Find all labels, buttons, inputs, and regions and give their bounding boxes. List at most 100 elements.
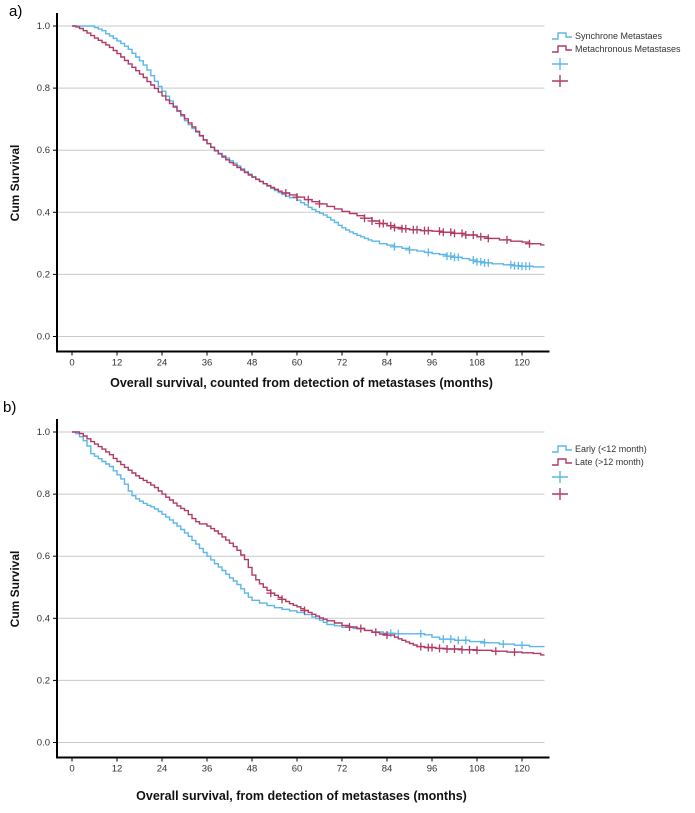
censor-mark (525, 239, 534, 248)
legend-entry: Metachronous Metastases (551, 42, 681, 55)
censor-mark (483, 258, 493, 267)
legend-entry: Synchrone Metastaes (551, 29, 681, 42)
censor-plus-glyph (552, 74, 568, 87)
censor-mark (390, 242, 399, 251)
x-tick-label: 120 (514, 764, 530, 775)
survival-chart-b: 0.0 0.2 0.4 0.6 0.8 1.0 0 12 24 36 48 60 72 84 96 108 12… (37, 419, 550, 775)
censor-mark (405, 245, 414, 254)
censor-mark (446, 228, 456, 237)
censor-mark (393, 629, 403, 638)
censor-mark (390, 223, 399, 232)
censor-mark (476, 257, 486, 266)
x-tick-label: 36 (202, 764, 213, 775)
censor-mark (491, 647, 501, 656)
x-tick-label: 60 (292, 764, 303, 775)
censor-mark (292, 193, 302, 202)
x-axis-title-a: Overall survival, counted from detection… (110, 376, 493, 390)
censor-mark (300, 606, 309, 615)
legend-label: Metachronous Metastases (575, 43, 681, 54)
panel-a: 0.0 0.2 0.4 0.6 0.8 1.0 0 12 24 36 48 60 72 84 96 108 12… (0, 0, 695, 406)
x-tick-label: 48 (247, 764, 258, 775)
legend-label: Late (>12 month) (575, 456, 644, 467)
censor-mark (525, 262, 534, 271)
legend-label: Early (<12 month) (575, 443, 647, 454)
x-axis-title-b: Overall survival, from detection of meta… (136, 789, 467, 803)
x-tick-label: 0 (69, 358, 74, 369)
censor-mark (506, 260, 516, 269)
censor-mark (472, 646, 482, 655)
censor-mark (356, 624, 366, 633)
censor-plus-glyph (552, 470, 568, 483)
censor-mark (423, 248, 433, 257)
x-tick-label: 24 (157, 764, 168, 775)
km-curve (72, 25, 545, 268)
legend-censor-entry (551, 485, 647, 502)
panel-a-label: a) (9, 3, 23, 20)
censor-plus-glyph (552, 57, 568, 70)
legend-entry: Late (>12 month) (551, 455, 647, 468)
censor-mark (401, 224, 411, 233)
y-tick-label: 0.4 (37, 207, 50, 218)
x-tick-label: 0 (69, 764, 74, 775)
step-line-glyph (552, 444, 572, 453)
censor-mark (502, 235, 512, 244)
censor-mark (457, 229, 467, 238)
censor-mark (453, 253, 463, 262)
x-tick-label: 108 (469, 358, 485, 369)
y-tick-label: 0.0 (37, 332, 50, 343)
x-tick-label: 24 (157, 358, 168, 369)
legend-entry: Early (<12 month) (551, 442, 647, 455)
x-tick-label: 120 (514, 358, 530, 369)
y-tick-label: 0.2 (37, 269, 50, 280)
x-tick-label: 96 (427, 358, 438, 369)
censor-mark (468, 256, 478, 265)
censor-mark (517, 641, 527, 650)
y-tick-label: 1.0 (37, 21, 50, 32)
censor-mark (446, 252, 456, 261)
censor-mark (510, 648, 519, 657)
survival-chart-a: 0.0 0.2 0.4 0.6 0.8 1.0 0 12 24 36 48 60 72 84 96 108 12… (37, 13, 550, 369)
y-tick-label: 0.8 (37, 83, 50, 94)
legend-censor-entry (551, 468, 647, 485)
x-tick-label: 84 (382, 358, 393, 369)
x-tick-label: 84 (382, 764, 393, 775)
censor-mark (483, 234, 493, 243)
y-tick-label: 0.2 (37, 675, 50, 686)
censor-mark (476, 232, 486, 241)
y-tick-label: 0.6 (37, 145, 50, 156)
censor-mark (382, 631, 392, 640)
x-tick-label: 108 (469, 764, 485, 775)
x-tick-label: 36 (202, 358, 213, 369)
x-tick-label: 72 (337, 764, 348, 775)
censor-mark (446, 635, 456, 644)
y-tick-label: 0.4 (37, 613, 50, 624)
panel-b-label: b) (3, 399, 17, 416)
step-line-glyph (552, 457, 572, 466)
censor-mark (315, 199, 324, 208)
censor-mark (378, 219, 388, 228)
censor-mark (345, 623, 354, 631)
legend-censor-entry (551, 55, 681, 72)
y-axis-title-a: Cum Survival (8, 144, 22, 222)
censor-mark (303, 195, 313, 204)
x-tick-label: 48 (247, 358, 258, 369)
censor-mark (412, 225, 422, 234)
y-tick-label: 0.6 (37, 551, 50, 562)
censor-mark (367, 217, 377, 225)
censor-mark (281, 189, 291, 197)
censor-mark (468, 231, 478, 239)
km-curve (72, 431, 545, 656)
panel-b: 0.0 0.2 0.4 0.6 0.8 1.0 0 12 24 36 48 60 72 84 96 108 12… (0, 399, 695, 813)
step-line-glyph (552, 44, 572, 53)
censor-mark (386, 221, 396, 230)
censor-mark (427, 643, 437, 652)
step-line-glyph (552, 31, 572, 40)
censor-mark (416, 629, 426, 638)
censor-mark (498, 640, 508, 649)
x-tick-label: 12 (112, 358, 123, 369)
censor-mark (435, 227, 444, 236)
y-axis-title-b: Cum Survival (8, 550, 22, 628)
censor-mark (277, 595, 287, 604)
x-tick-label: 12 (112, 764, 123, 775)
